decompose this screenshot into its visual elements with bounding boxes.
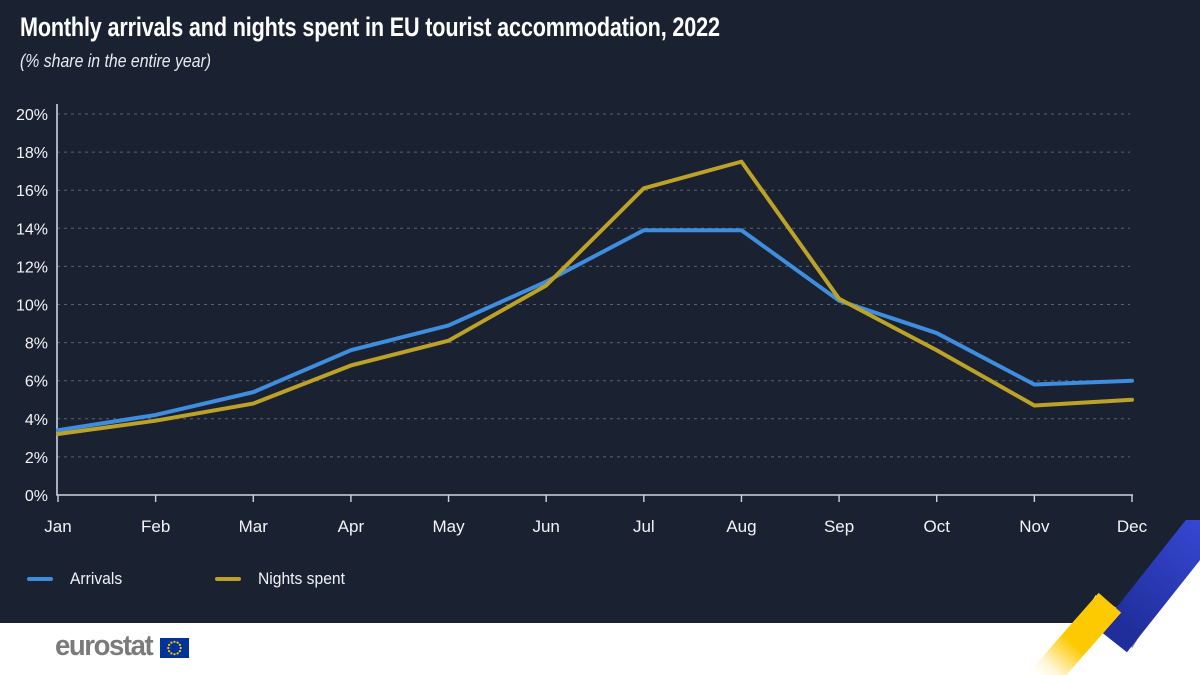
legend-item-nights-spent: Nights spent: [214, 569, 353, 589]
chart-subtitle: (% share in the entire year): [20, 51, 212, 71]
svg-text:May: May: [432, 517, 465, 536]
decorative-zigzag: [1000, 520, 1200, 675]
ribbon-yellow-stripe: [1026, 592, 1122, 675]
series-line-nights-spent: [56, 159, 1134, 437]
svg-text:2%: 2%: [25, 450, 48, 467]
eurostat-logo-text: eurostat: [55, 630, 154, 662]
chart-background: Monthly arrivals and nights spent in EU …: [0, 0, 1200, 623]
svg-text:12%: 12%: [16, 259, 48, 276]
chart-title: Monthly arrivals and nights spent in EU …: [20, 12, 720, 42]
svg-text:Dec: Dec: [1117, 517, 1148, 536]
svg-text:6%: 6%: [25, 374, 48, 391]
svg-text:18%: 18%: [16, 145, 48, 162]
corner-white-area: [1000, 531, 1200, 675]
svg-text:0%: 0%: [25, 488, 48, 505]
legend: Arrivals Nights spent: [0, 568, 700, 590]
svg-text:Jan: Jan: [44, 517, 71, 536]
legend-label-nights-spent: Nights spent: [257, 569, 345, 588]
svg-text:10%: 10%: [16, 298, 48, 315]
svg-text:4%: 4%: [25, 412, 48, 429]
y-axis-labels: 0% 2% 4% 6% 8% 10% 12% 14% 16% 18% 20%: [16, 107, 48, 505]
eu-flag-icon: [160, 637, 190, 658]
line-chart: 0% 2% 4% 6% 8% 10% 12% 14% 16% 18% 20% Jan Feb Mar Apr…: [16, 104, 1148, 536]
svg-text:8%: 8%: [25, 336, 48, 353]
eurostat-logo: eurostat: [55, 630, 190, 662]
svg-text:Jun: Jun: [532, 517, 559, 536]
svg-text:Nov: Nov: [1019, 517, 1050, 536]
ribbon-blue-stripe: [1098, 520, 1200, 653]
svg-text:Mar: Mar: [239, 517, 269, 536]
svg-text:16%: 16%: [16, 183, 48, 200]
legend-item-arrivals: Arrivals: [27, 569, 127, 589]
legend-label-arrivals: Arrivals: [70, 569, 123, 588]
svg-text:20%: 20%: [16, 107, 48, 124]
series-line-arrivals: [56, 228, 1134, 433]
svg-text:Apr: Apr: [338, 517, 365, 536]
nights-spent-line-swatch: [214, 577, 241, 581]
axes: [56, 104, 1133, 502]
svg-text:Feb: Feb: [141, 517, 170, 536]
x-axis-labels: Jan Feb Mar Apr May Jun Jul Aug Sep Oct Nov Dec: [44, 517, 1147, 536]
svg-text:Jul: Jul: [633, 517, 655, 536]
gridlines: [57, 113, 1130, 458]
svg-text:Oct: Oct: [924, 517, 951, 536]
svg-text:Aug: Aug: [726, 517, 756, 536]
svg-text:Sep: Sep: [824, 517, 854, 536]
svg-text:14%: 14%: [16, 221, 48, 238]
arrivals-line-swatch: [27, 577, 53, 581]
